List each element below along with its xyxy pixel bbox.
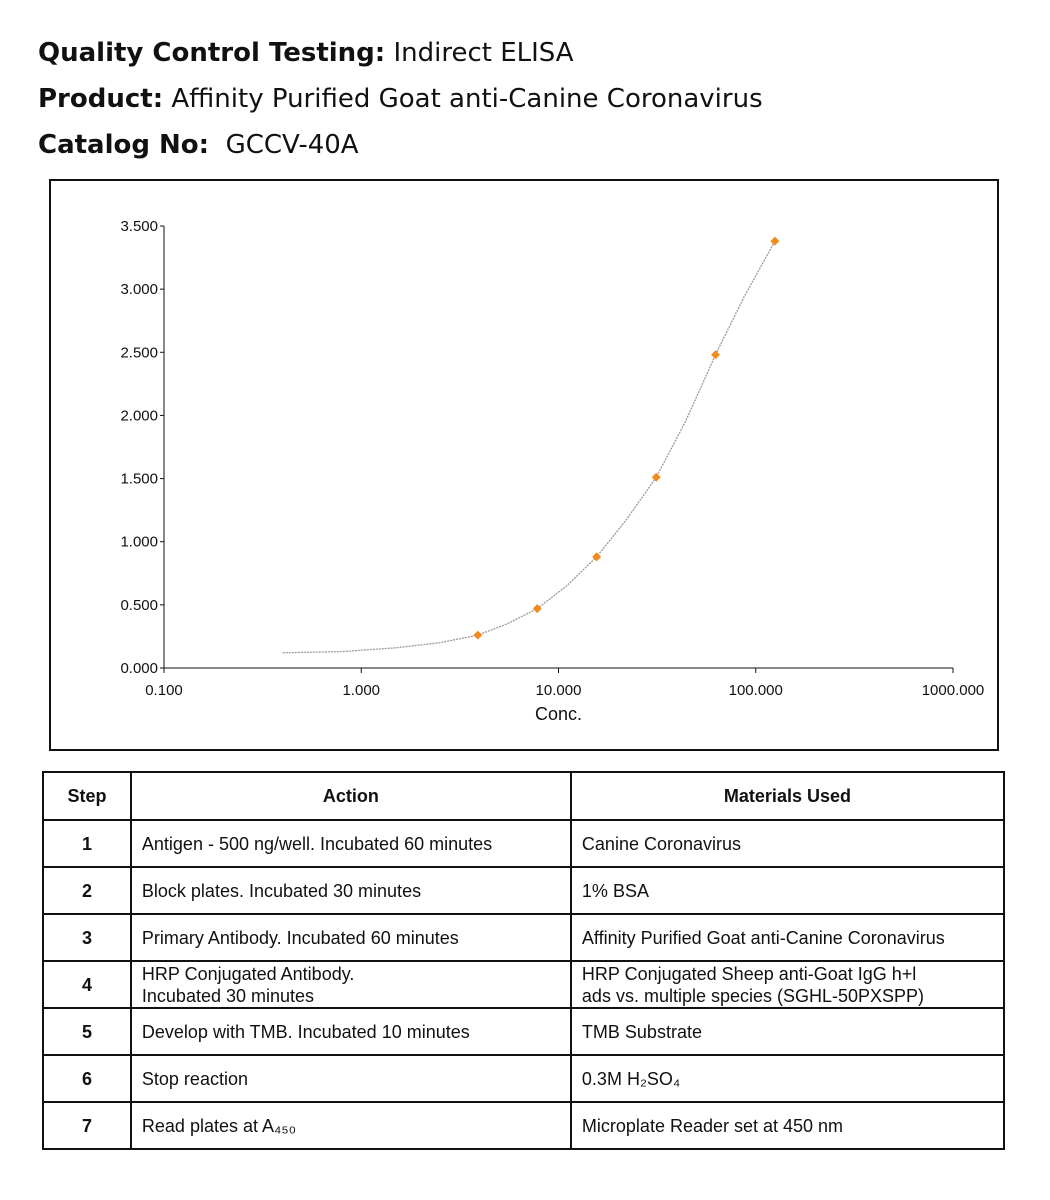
product-label: Product: <box>38 84 164 114</box>
table-row: 1 Antigen - 500 ng/well. Incubated 60 min… <box>42 819 1006 868</box>
action-cell: Stop reaction <box>129 1054 572 1103</box>
y-tick-label: 2.000 <box>120 407 158 424</box>
material-cell: HRP Conjugated Sheep anti-Goat IgG h+l a… <box>569 960 1006 1009</box>
elisa-chart: 0.000 0.500 1.000 1.500 2.000 2.500 3.000 3.500… <box>120 218 985 724</box>
qc-line: Quality Control Testing: Indirect ELISA <box>38 30 763 76</box>
x-tick-label: 1000.000 <box>922 682 985 699</box>
data-point <box>770 236 780 246</box>
x-tick-label: 1.000 <box>342 682 380 699</box>
header-step: Step <box>42 771 132 821</box>
action-cell: HRP Conjugated Antibody. Incubated 30 mi… <box>129 960 572 1009</box>
table-row: 4 HRP Conjugated Antibody. Incubated 30 m… <box>42 960 1006 1009</box>
catalog-line: Catalog No: GCCV-40A <box>38 122 763 168</box>
data-point <box>651 472 661 482</box>
x-tick-label: 0.100 <box>145 682 183 699</box>
x-tick-label: 100.000 <box>729 682 783 699</box>
action-cell: Antigen - 500 ng/well. Incubated 60 minu… <box>129 819 572 868</box>
catalog-value: GCCV-40A <box>225 130 359 160</box>
y-tick-label: 2.500 <box>120 344 158 361</box>
y-tick-label: 1.500 <box>120 471 158 488</box>
y-tick-label: 3.500 <box>120 218 158 235</box>
material-cell: TMB Substrate <box>569 1007 1006 1056</box>
x-tick-label: 10.000 <box>536 682 582 699</box>
step-cell: 4 <box>42 960 132 1009</box>
step-cell: 7 <box>42 1101 132 1150</box>
fit-curve-line <box>282 240 776 654</box>
y-tick-label: 0.500 <box>120 597 158 614</box>
action-cell: Block plates. Incubated 30 minutes <box>129 866 572 915</box>
table-row: 3 Primary Antibody. Incubated 60 minutes A… <box>42 913 1006 962</box>
header-action: Action <box>129 771 572 821</box>
y-tick-label: 0.000 <box>120 660 158 677</box>
table-row: 5 Develop with TMB. Incubated 10 minutes T… <box>42 1007 1006 1056</box>
catalog-label: Catalog No: <box>38 130 210 160</box>
x-axis-label: Conc. <box>535 704 582 724</box>
table-row: 6 Stop reaction 0.3M H₂SO₄ <box>42 1054 1006 1103</box>
header-materials: Materials Used <box>569 771 1006 821</box>
step-cell: 1 <box>42 819 132 868</box>
y-tick-label: 1.000 <box>120 534 158 551</box>
table-row: 2 Block plates. Incubated 30 minutes 1% BS… <box>42 866 1006 915</box>
data-point <box>532 604 542 614</box>
step-cell: 3 <box>42 913 132 962</box>
data-point <box>473 630 483 640</box>
material-cell: Affinity Purified Goat anti-Canine Coron… <box>569 913 1006 962</box>
action-cell: Read plates at A₄₅₀ <box>129 1101 572 1150</box>
y-tick-label: 3.000 <box>120 281 158 298</box>
table-row: 7 Read plates at A₄₅₀ Microplate Reader se… <box>42 1101 1006 1150</box>
table-header-row: Step Action Materials Used <box>42 771 1006 821</box>
material-cell: 0.3M H₂SO₄ <box>569 1054 1006 1103</box>
material-cell: Canine Coronavirus <box>569 819 1006 868</box>
action-cell: Primary Antibody. Incubated 60 minutes <box>129 913 572 962</box>
procedure-table: Step Action Materials Used 1 Antigen - 50… <box>42 771 1006 1150</box>
product-value: Affinity Purified Goat anti-Canine Coron… <box>171 84 763 114</box>
header: Quality Control Testing: Indirect ELISA … <box>38 30 763 168</box>
step-cell: 2 <box>42 866 132 915</box>
material-cell: Microplate Reader set at 450 nm <box>569 1101 1006 1150</box>
product-line: Product: Affinity Purified Goat anti-Can… <box>38 76 763 122</box>
action-cell: Develop with TMB. Incubated 10 minutes <box>129 1007 572 1056</box>
step-cell: 5 <box>42 1007 132 1056</box>
data-point <box>592 552 602 562</box>
qc-value: Indirect ELISA <box>393 38 574 68</box>
chart-frame: 0.000 0.500 1.000 1.500 2.000 2.500 3.000 3.500… <box>49 179 999 751</box>
data-point <box>710 350 720 360</box>
step-cell: 6 <box>42 1054 132 1103</box>
qc-label: Quality Control Testing: <box>38 38 386 68</box>
material-cell: 1% BSA <box>569 866 1006 915</box>
